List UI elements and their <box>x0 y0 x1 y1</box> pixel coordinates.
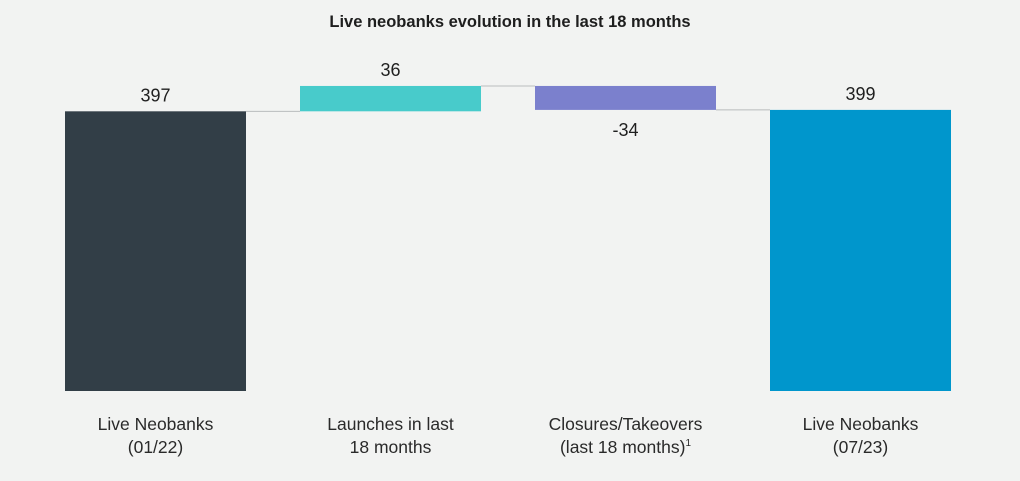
bar-2 <box>300 85 481 112</box>
footnote-marker: 1 <box>685 438 691 449</box>
bar-1 <box>65 111 246 391</box>
bar-3 <box>535 85 716 110</box>
category-label: Launches in last <box>327 414 454 434</box>
data-label: 399 <box>845 84 875 104</box>
category-label: (last 18 months)1 <box>560 437 691 457</box>
data-label: 397 <box>140 85 170 105</box>
category-label: Closures/Takeovers <box>549 414 703 434</box>
data-label: 36 <box>380 60 400 80</box>
chart-title: Live neobanks evolution in the last 18 m… <box>329 13 690 31</box>
category-label: (01/22) <box>128 437 183 457</box>
plot-area: 397 36 -34 399 Live Neobanks (01/22) Launches … <box>65 60 951 457</box>
category-label: (07/23) <box>833 437 888 457</box>
category-label: Live Neobanks <box>803 414 919 434</box>
category-label: 18 months <box>350 437 432 457</box>
bar-4 <box>770 109 951 391</box>
category-label: Live Neobanks <box>98 414 214 434</box>
data-label: -34 <box>612 120 638 140</box>
